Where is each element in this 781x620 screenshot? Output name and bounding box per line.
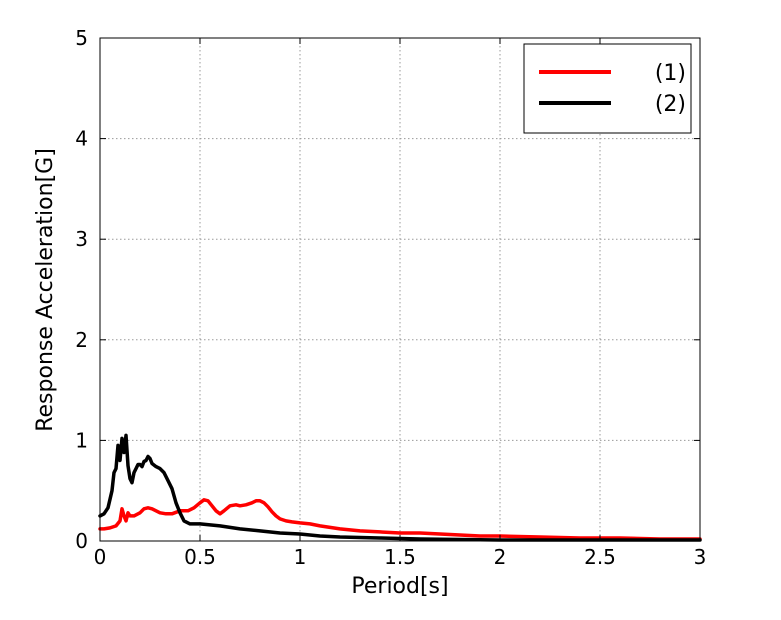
x-tick-label: 2.5	[584, 545, 616, 569]
x-tick-label: 1.5	[384, 545, 416, 569]
y-tick-label: 4	[75, 127, 88, 151]
x-tick-label: 3	[694, 545, 707, 569]
grid	[100, 38, 700, 541]
x-axis-label: Period[s]	[351, 574, 448, 599]
x-tick-label: 0.5	[184, 545, 216, 569]
legend: (1) (2)	[523, 43, 692, 134]
x-tick-label: 2	[494, 545, 507, 569]
x-tick-label: 1	[294, 545, 307, 569]
x-tick-label: 0	[94, 545, 107, 569]
series-line-2	[98, 433, 702, 542]
y-tick-label: 0	[75, 529, 88, 553]
ticks: 0 0.5 1 1.5 2 2.5 3 0 1 2 3 4 5	[75, 26, 706, 569]
y-tick-label: 3	[75, 227, 88, 251]
series-line-1	[98, 498, 702, 541]
y-axis-label: Response Acceleration[G]	[33, 148, 58, 432]
legend-label-series-2: (2)	[655, 92, 686, 117]
y-tick-label: 5	[75, 26, 88, 50]
legend-box	[523, 43, 692, 134]
series-layer	[98, 433, 702, 542]
legend-label-series-1: (1)	[655, 61, 686, 86]
y-tick-label: 1	[75, 428, 88, 452]
y-tick-label: 2	[75, 328, 88, 352]
